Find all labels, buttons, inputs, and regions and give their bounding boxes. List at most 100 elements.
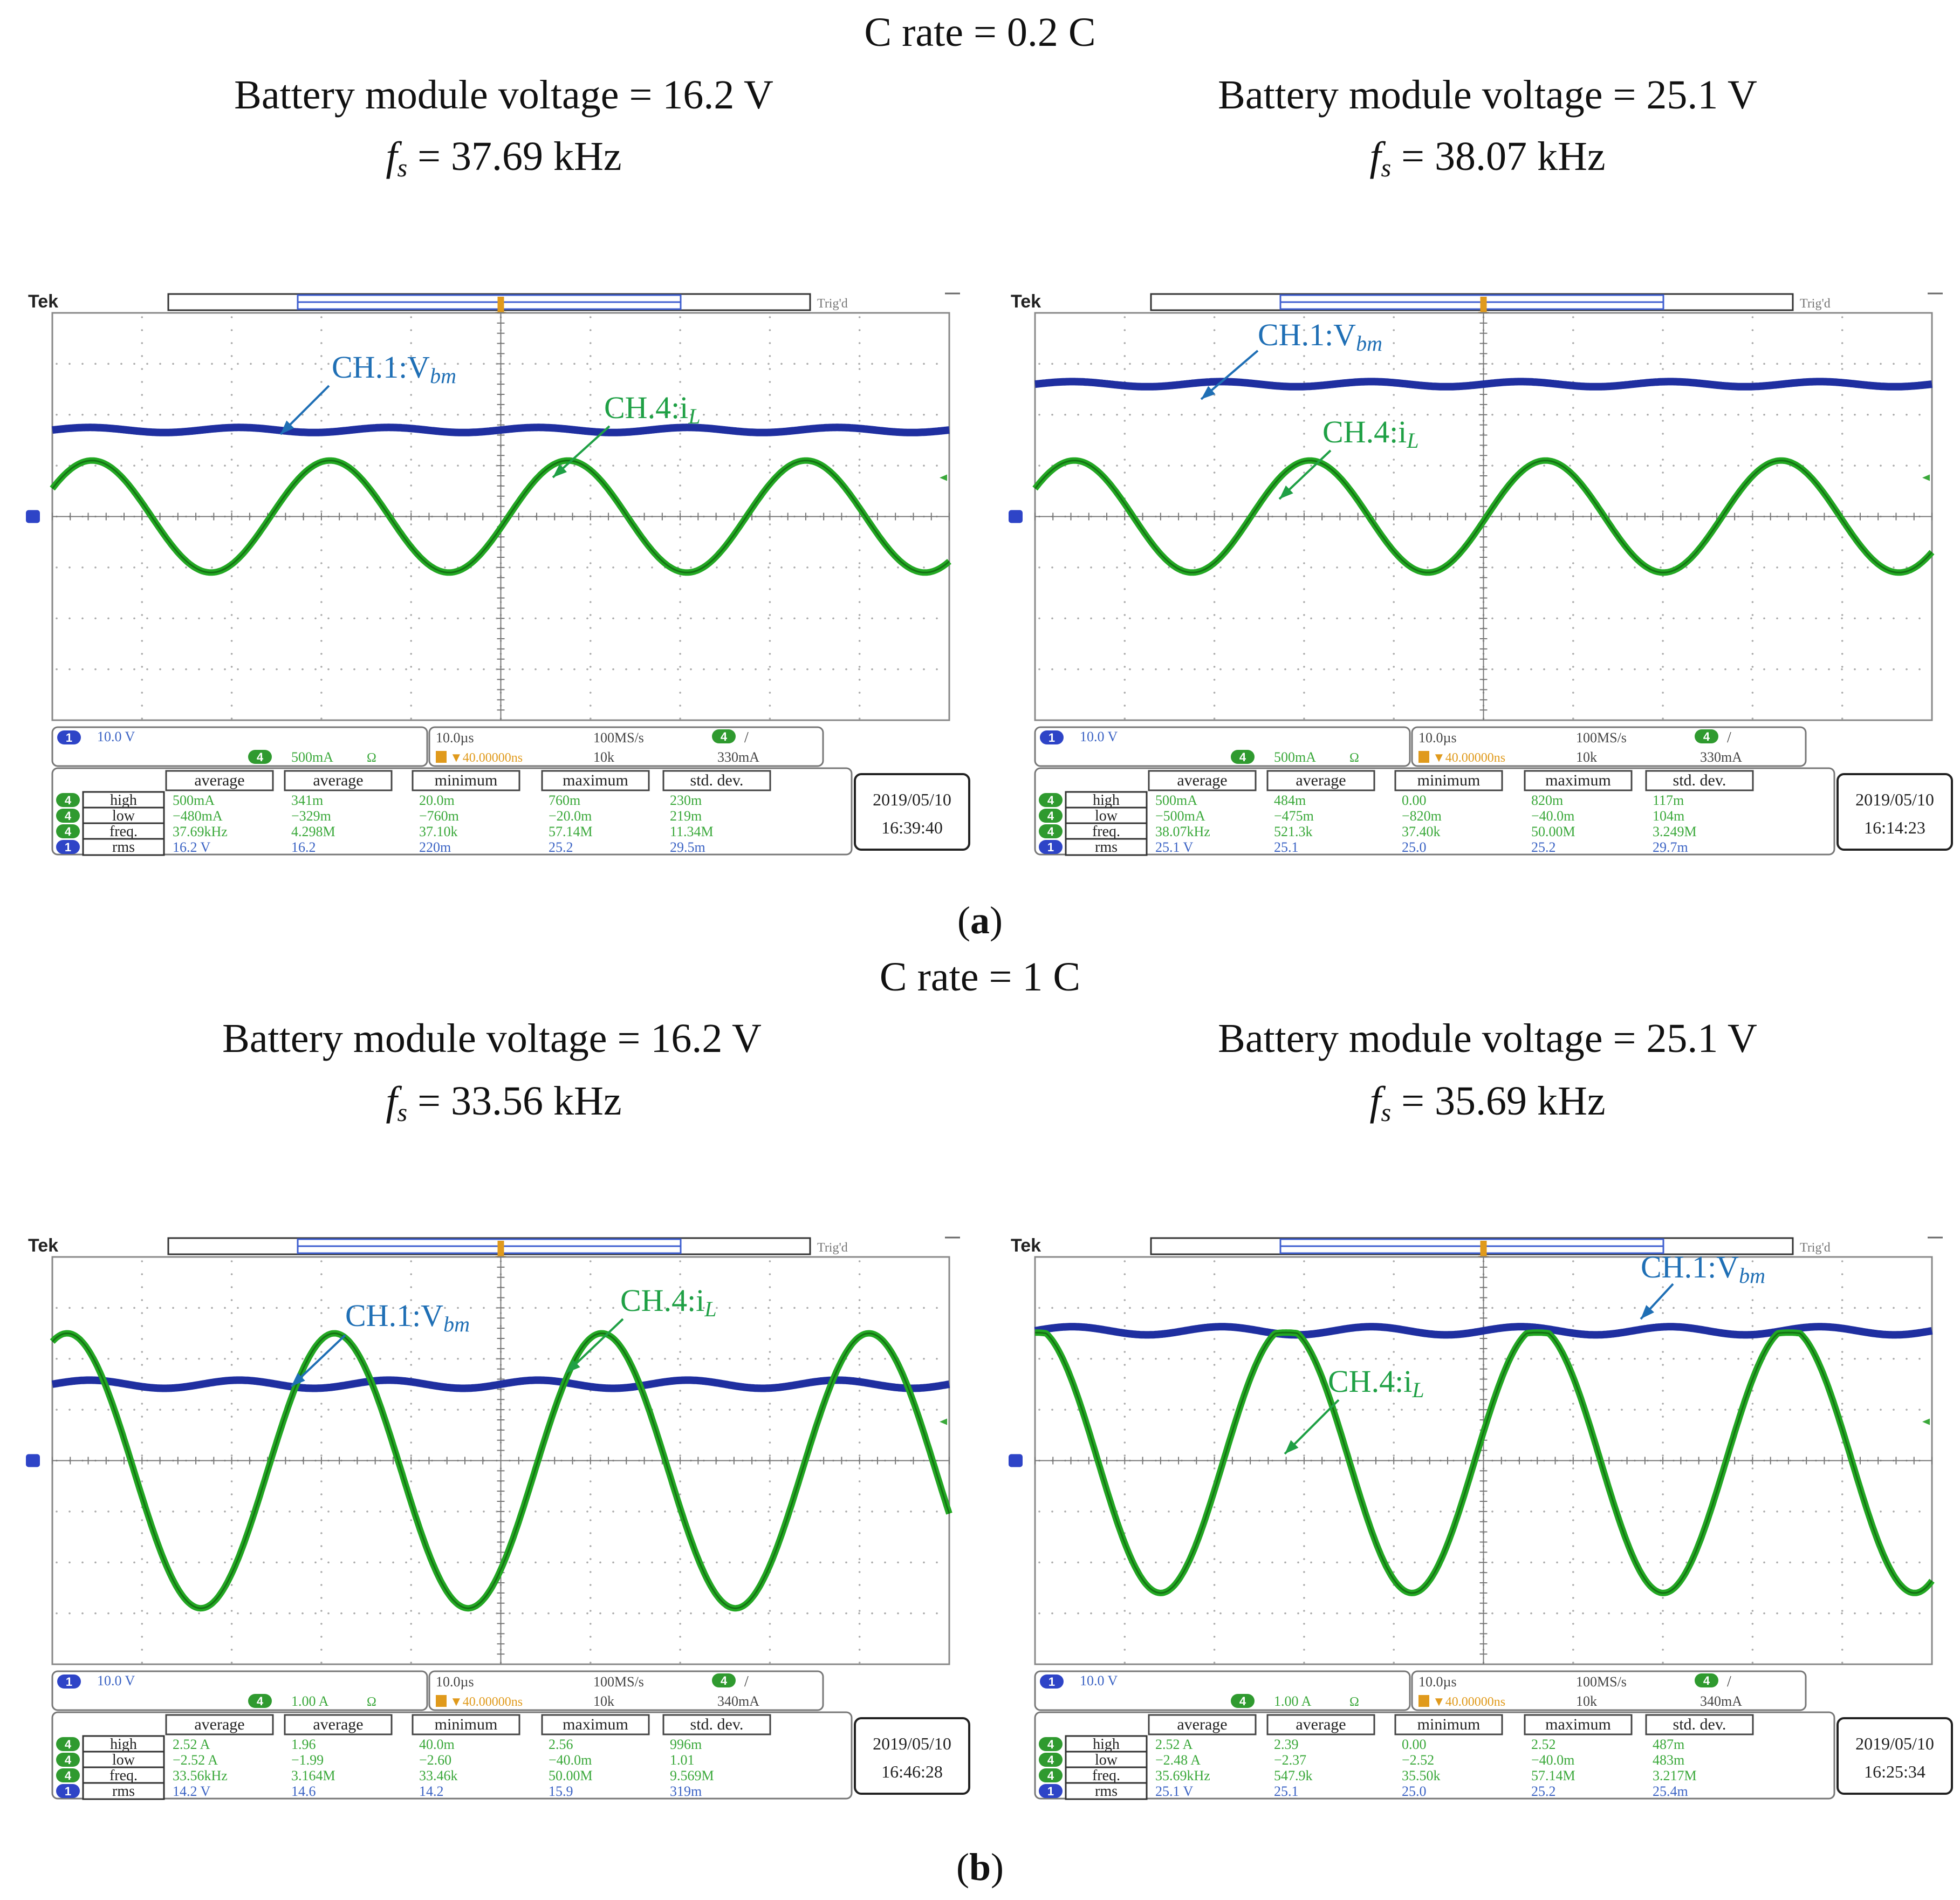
ch4-badge-number: 4 [257, 1694, 264, 1708]
measurement-value: 319m [670, 1783, 702, 1799]
ch4-annotation: CH.4:iL [1328, 1364, 1424, 1402]
measurement-value: 500mA [173, 792, 215, 808]
measurement-name: rms [1095, 839, 1118, 856]
measurement-name-cell [82, 1751, 165, 1769]
trigger-status: Trig'd [817, 1241, 848, 1255]
measurement-header-cell [1148, 770, 1257, 791]
measurement-value: −2.60 [419, 1752, 451, 1768]
measurement-channel-badge [56, 1768, 80, 1782]
measurement-name-cell [82, 1766, 165, 1785]
measurement-header-cell [1524, 1714, 1633, 1735]
ch1-annotation: CH.1:Vbm [345, 1298, 470, 1336]
ch4-badge-number: 4 [1239, 750, 1246, 764]
measurement-value: 25.2 [1531, 1783, 1556, 1799]
ch4-coupling: Ω [367, 751, 376, 765]
measurement-name-cell [1065, 791, 1148, 809]
measurement-channel-badge-number: 4 [1047, 1753, 1054, 1767]
fs-symbol: f [1369, 1078, 1381, 1124]
measurement-value: 4.298M [291, 824, 335, 839]
measurement-value: −2.52 A [173, 1752, 218, 1768]
measurement-value: −329m [291, 808, 331, 824]
ch4-badge-number: 4 [1239, 1694, 1246, 1708]
ch4-badge [1231, 750, 1255, 764]
trigger-source-badge [712, 729, 736, 743]
measurement-value: 25.0 [1402, 839, 1427, 855]
measurement-header: maximum [563, 771, 628, 789]
measurement-channel-badge [1039, 793, 1063, 807]
measurement-value: 483m [1653, 1752, 1684, 1768]
measurement-header: std. dev. [1673, 1716, 1726, 1733]
fs-subscript: s [1381, 1098, 1392, 1127]
measurement-header: average [194, 1716, 244, 1733]
measurement-value: 37.69kHz [173, 824, 228, 839]
ch1-ground-marker [1009, 510, 1023, 523]
measurement-value: −40.0m [1531, 1752, 1574, 1768]
c-rate-heading-b: C rate = 1 C [879, 954, 1081, 1000]
measurement-channel-badge [56, 793, 80, 807]
measurement-name: high [110, 1736, 137, 1753]
measurement-header: average [194, 771, 244, 789]
measurement-value: 3.164M [291, 1768, 335, 1783]
fs-symbol: f [1369, 134, 1381, 179]
ch4-badge-number: 4 [257, 750, 264, 764]
time-per-div: 10.0µs [436, 1674, 474, 1690]
measurement-value: 14.2 [419, 1783, 444, 1799]
measurement-channel-badge-number: 4 [65, 1753, 72, 1767]
ch4-scale: 500mA [291, 749, 333, 765]
channel-scale-box [1034, 1670, 1411, 1711]
measurement-header-cell [662, 1714, 771, 1735]
fs-value: = 33.56 kHz [407, 1078, 622, 1124]
tek-brand: Tek [1011, 291, 1041, 312]
measurement-value: −475m [1274, 808, 1314, 824]
measurement-value: 3.217M [1653, 1768, 1697, 1783]
ch1-badge-number: 1 [1048, 1675, 1055, 1689]
measurement-value: −760m [419, 808, 459, 824]
measurement-value: 1.96 [291, 1737, 316, 1752]
trigger-source-badge-number: 4 [721, 730, 728, 743]
measurement-name-cell [1065, 1782, 1148, 1800]
ch1-ground-marker [26, 1454, 40, 1467]
measurement-channel-badge-number: 4 [65, 809, 72, 823]
measurement-channel-badge-number: 4 [1047, 809, 1054, 823]
measurement-value: 230m [670, 792, 702, 808]
measurement-name: high [1093, 792, 1120, 809]
measurement-header: average [1296, 1716, 1346, 1733]
measurement-name-cell [1065, 822, 1148, 840]
record-length: 10k [1576, 749, 1597, 765]
trigger-level: 330mA [717, 749, 759, 765]
voltage-heading: Battery module voltage = 16.2 V [234, 72, 773, 118]
measurement-channel-badge [56, 840, 80, 854]
trigger-status: Trig'd [1800, 1241, 1831, 1255]
svg-text:/: / [1727, 729, 1731, 746]
measurement-header-cell [284, 770, 393, 791]
measurement-value: 15.9 [549, 1783, 573, 1799]
sample-rate: 100MS/s [1576, 730, 1627, 746]
voltage-heading: Battery module voltage = 16.2 V [222, 1016, 762, 1061]
measurement-channel-badge [1039, 824, 1063, 838]
measurement-value: 2.56 [549, 1737, 573, 1752]
ch4-waveform-core [51, 1332, 950, 1609]
measurement-header-cell [1266, 770, 1375, 791]
measurement-header: average [313, 1716, 363, 1733]
measurement-header-cell [662, 770, 771, 791]
sample-rate: 100MS/s [1576, 1674, 1627, 1690]
ch1-badge-number: 1 [1048, 731, 1055, 744]
capture-date: 2019/05/10 [873, 1734, 951, 1753]
fs-subscript: s [397, 1098, 408, 1127]
fs-heading: fs = 33.56 kHz [45, 1081, 962, 1126]
measurement-channel-badge [56, 1784, 80, 1798]
measurement-value: 50.00M [549, 1768, 593, 1783]
measurement-header-cell [1394, 770, 1503, 791]
ch1-scale: 10.0 V [97, 729, 135, 744]
fs-heading: fs = 38.07 kHz [1029, 136, 1946, 181]
measurement-value: 37.40k [1402, 824, 1441, 839]
measurement-value: −2.48 A [1155, 1752, 1201, 1768]
trigger-source-badge [1695, 1673, 1718, 1687]
panel-letter: b [969, 1846, 991, 1889]
measurement-name-cell [82, 838, 165, 856]
svg-text:/: / [744, 729, 749, 746]
measurement-value: 2.52 [1531, 1737, 1556, 1752]
measurement-header: std. dev. [690, 771, 744, 789]
trigger-position: ▼40.00000ns [1433, 1695, 1505, 1709]
